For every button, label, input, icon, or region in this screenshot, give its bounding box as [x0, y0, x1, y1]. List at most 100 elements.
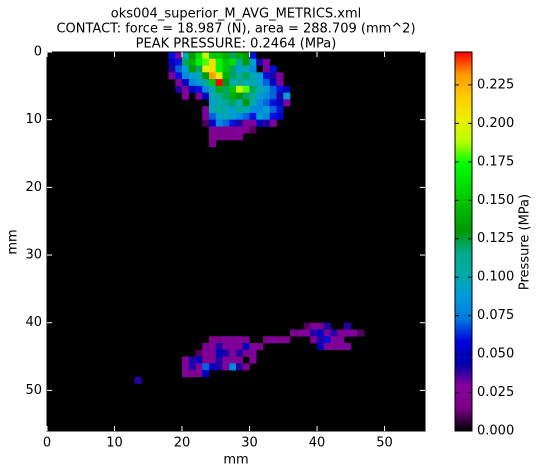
heatmap-cell: [215, 126, 223, 134]
heatmap-cell: [195, 370, 203, 378]
heatmap-cell: [222, 363, 230, 371]
heatmap-cell: [249, 99, 257, 107]
heatmap-cell: [310, 329, 318, 337]
heatmap-cell: [283, 85, 291, 93]
heatmap-cell: [337, 343, 345, 351]
heatmap-cell: [229, 79, 237, 87]
heatmap-cell: [209, 112, 217, 120]
heatmap-cell: [202, 370, 210, 378]
colorbar: [454, 51, 473, 432]
heatmap-cell: [202, 356, 210, 364]
heatmap-cell: [256, 79, 264, 87]
heatmap-cell: [182, 79, 190, 87]
heatmap-cell: [215, 52, 223, 60]
heatmap-cell: [236, 72, 244, 80]
heatmap-cell: [195, 356, 203, 364]
title-line: oks004_superior_M_AVG_METRICS.xml: [111, 7, 362, 22]
heatmap-cell: [263, 112, 271, 120]
heatmap-cell: [215, 99, 223, 107]
heatmap-cell: [222, 52, 230, 60]
heatmap-cell: [209, 133, 217, 141]
heatmap-cell: [209, 79, 217, 87]
heatmap-cell: [182, 65, 190, 73]
heatmap-cell: [202, 65, 210, 73]
heatmap-cell: [202, 58, 210, 66]
heatmap-cell: [256, 112, 264, 120]
heatmap-cell: [229, 99, 237, 107]
heatmap-cell: [222, 336, 230, 344]
heatmap-cell: [249, 119, 257, 127]
heatmap-cell: [330, 336, 338, 344]
heatmap-cell: [215, 106, 223, 114]
heatmap-cell: [229, 119, 237, 127]
heatmap-cell: [323, 336, 331, 344]
colorbar-tick-label: 0.000: [477, 424, 514, 439]
heatmap-cell: [236, 99, 244, 107]
heatmap-cell: [269, 85, 277, 93]
heatmap-cell: [242, 363, 250, 371]
heatmap-cell: [222, 119, 230, 127]
heatmap-cell: [202, 92, 210, 100]
heatmap-cell: [209, 72, 217, 80]
heatmap-cell: [188, 58, 196, 66]
heatmap-cell: [269, 65, 277, 73]
heatmap-cell: [195, 79, 203, 87]
heatmap-cell: [290, 329, 298, 337]
heatmap-cell: [236, 112, 244, 120]
heatmap-cell: [242, 79, 250, 87]
heatmap-cell: [168, 58, 176, 66]
colorbar-tick-label: 0.100: [477, 270, 514, 285]
heatmap-cell: [209, 106, 217, 114]
heatmap-cell: [222, 106, 230, 114]
colorbar-tick-label: 0.200: [477, 116, 514, 131]
heatmap-cell: [215, 336, 223, 344]
heatmap-cell: [276, 106, 284, 114]
heatmap-cell: [229, 356, 237, 364]
heatmap-cell: [202, 363, 210, 371]
heatmap-cell: [229, 65, 237, 73]
heatmap-cell: [215, 343, 223, 351]
heatmap-cell: [337, 329, 345, 337]
heatmap-cell: [263, 119, 271, 127]
heatmap-cell: [215, 85, 223, 93]
heatmap-cell: [303, 329, 311, 337]
colorbar-tick-label: 0.150: [477, 193, 514, 208]
heatmap-cell: [236, 52, 244, 60]
heatmap-cell: [175, 79, 183, 87]
heatmap-cell: [249, 52, 257, 60]
colorbar-tick-label: 0.075: [477, 308, 514, 323]
heatmap-cell: [323, 329, 331, 337]
heatmap-cell: [256, 119, 264, 127]
heatmap-cell: [182, 58, 190, 66]
heatmap-cell: [229, 106, 237, 114]
heatmap-cell: [202, 72, 210, 80]
heatmap-cell: [256, 99, 264, 107]
heatmap-cell: [188, 363, 196, 371]
heatmap-cell: [276, 99, 284, 107]
heatmap-cell: [344, 343, 352, 351]
heatmap-cell: [202, 119, 210, 127]
heatmap-cell: [269, 72, 277, 80]
colorbar-tick-label: 0.225: [477, 77, 514, 92]
y-tick-label: 50: [25, 383, 42, 398]
heatmap-cell: [310, 322, 318, 330]
heatmap-cell: [296, 329, 304, 337]
heatmap-cell: [222, 126, 230, 134]
heatmap-cell: [242, 126, 250, 134]
colorbar-label: Pressure (MPa): [518, 194, 533, 290]
heatmap-cell: [182, 356, 190, 364]
heatmap-cell: [168, 52, 176, 60]
heatmap-cell: [357, 329, 365, 337]
heatmap-cell: [242, 72, 250, 80]
heatmap-cell: [229, 126, 237, 134]
heatmap-cell: [242, 349, 250, 357]
heatmap-cell: [175, 58, 183, 66]
plot-frame: [46, 51, 426, 432]
heatmap-cell: [263, 336, 271, 344]
heatmap-cell: [188, 52, 196, 60]
heatmap-cell: [344, 322, 352, 330]
heatmap-cell: [256, 58, 264, 66]
heatmap-cell: [236, 65, 244, 73]
colorbar-tick-label: 0.175: [477, 154, 514, 169]
